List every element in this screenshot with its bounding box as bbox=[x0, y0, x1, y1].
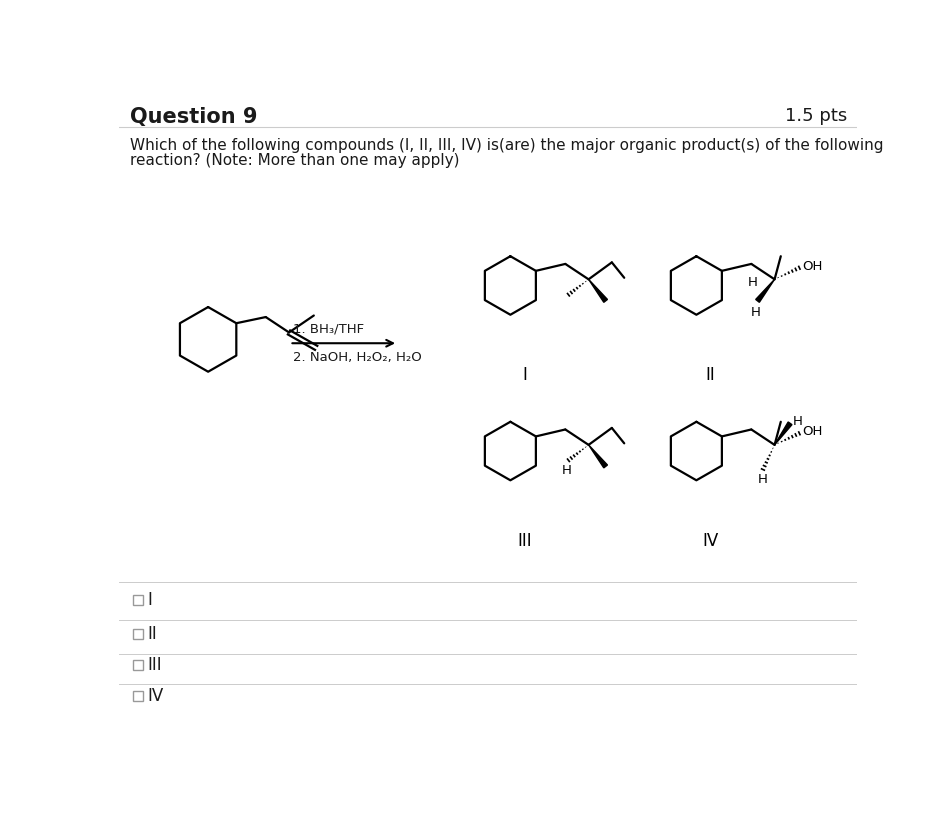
Text: II: II bbox=[148, 625, 157, 644]
FancyBboxPatch shape bbox=[133, 690, 143, 701]
Polygon shape bbox=[588, 445, 607, 468]
Text: 1. BH₃/THF: 1. BH₃/THF bbox=[292, 322, 364, 336]
FancyBboxPatch shape bbox=[133, 660, 143, 670]
Text: III: III bbox=[148, 656, 162, 674]
Text: Which of the following compounds (I, II, III, IV) is(are) the major organic prod: Which of the following compounds (I, II,… bbox=[129, 138, 883, 153]
Text: H: H bbox=[758, 473, 768, 487]
Text: 2. NaOH, H₂O₂, H₂O: 2. NaOH, H₂O₂, H₂O bbox=[292, 351, 422, 364]
Polygon shape bbox=[588, 279, 607, 302]
Text: I: I bbox=[522, 367, 526, 384]
Text: II: II bbox=[705, 367, 715, 384]
Text: Question 9: Question 9 bbox=[129, 107, 257, 127]
Text: OH: OH bbox=[803, 260, 823, 273]
Text: IV: IV bbox=[148, 687, 164, 705]
Text: III: III bbox=[517, 532, 531, 550]
Text: I: I bbox=[148, 591, 152, 608]
FancyBboxPatch shape bbox=[133, 629, 143, 639]
Polygon shape bbox=[756, 279, 775, 302]
Text: H: H bbox=[562, 464, 572, 477]
Polygon shape bbox=[775, 422, 792, 445]
Text: 1.5 pts: 1.5 pts bbox=[785, 107, 847, 125]
Text: H: H bbox=[751, 305, 761, 319]
Text: H: H bbox=[793, 415, 803, 428]
Text: OH: OH bbox=[803, 425, 823, 438]
Text: reaction? (Note: More than one may apply): reaction? (Note: More than one may apply… bbox=[129, 153, 460, 168]
Text: IV: IV bbox=[703, 532, 719, 550]
FancyBboxPatch shape bbox=[133, 595, 143, 605]
Text: H: H bbox=[748, 276, 758, 289]
